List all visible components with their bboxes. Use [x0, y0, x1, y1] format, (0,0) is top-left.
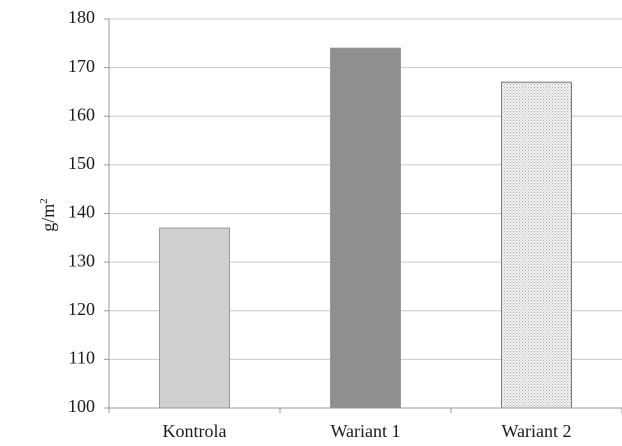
- bar-wariant-1: [330, 47, 401, 409]
- x-tick-label: Wariant 2: [501, 421, 571, 441]
- y-tick-labels: 100 110 120 130 140 150 160 170 180: [68, 7, 95, 416]
- y-tick-label: 110: [69, 348, 95, 368]
- y-tick-label: 130: [68, 250, 95, 270]
- bars: [159, 47, 572, 409]
- axes: [104, 18, 622, 413]
- y-tick-label: 170: [68, 56, 95, 76]
- x-tick-label: Kontrola: [163, 421, 227, 441]
- y-tick-label: 180: [68, 7, 95, 27]
- x-tick-labels: Kontrola Wariant 1 Wariant 2: [163, 421, 572, 441]
- y-tick-label: 100: [68, 396, 95, 416]
- bar-wariant-2: [501, 81, 572, 409]
- y-tick-label: 160: [68, 104, 95, 124]
- y-tick-label: 150: [68, 153, 95, 173]
- x-tick-label: Wariant 1: [330, 421, 400, 441]
- bar-kontrola: [159, 227, 230, 409]
- y-axis-title: g/m2: [38, 198, 59, 232]
- y-tick-label: 140: [68, 202, 95, 222]
- y-tick-label: 120: [68, 299, 95, 319]
